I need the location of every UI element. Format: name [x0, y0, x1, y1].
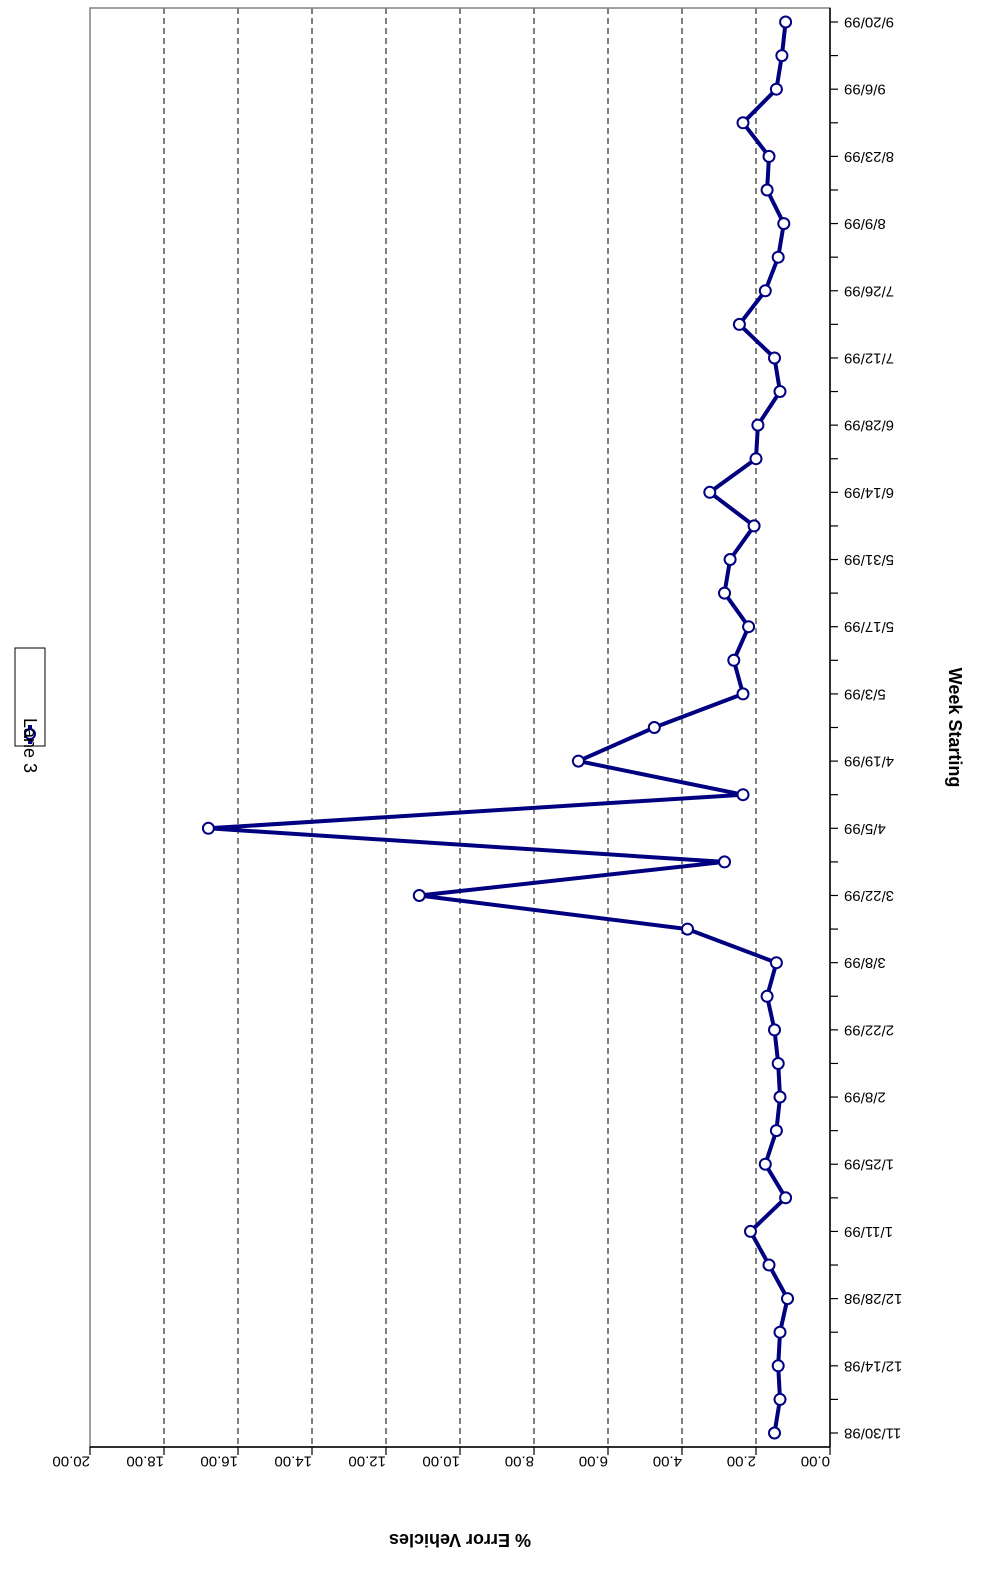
data-point — [762, 1258, 776, 1272]
data-point — [742, 620, 756, 634]
y-axis-title: % Error Vehicles — [389, 1530, 531, 1550]
x-tick-label: 5/31/99 — [844, 551, 894, 568]
y-tick-label: 10.00 — [422, 1453, 460, 1470]
data-point — [777, 217, 791, 231]
data-point — [747, 519, 761, 533]
x-tick-label: 6/28/99 — [844, 417, 894, 434]
x-tick-label: 1/11/99 — [844, 1223, 893, 1240]
x-tick-label: 5/3/99 — [844, 685, 886, 702]
x-tick-label: 9/6/99 — [844, 81, 886, 98]
data-point — [768, 1426, 781, 1440]
data-point — [760, 183, 774, 197]
x-tick-label: 2/8/99 — [844, 1089, 886, 1106]
series-line — [206, 21, 790, 1434]
data-point — [768, 351, 781, 365]
data-point — [681, 922, 694, 936]
gridlines — [163, 8, 757, 1447]
x-tick-label: 8/23/99 — [844, 148, 894, 165]
x-tick-label: 4/19/99 — [844, 753, 894, 770]
data-point — [771, 250, 785, 264]
data-point — [718, 586, 731, 600]
data-point — [773, 1090, 787, 1104]
data-point — [779, 15, 793, 29]
data-point — [758, 1157, 772, 1171]
y-tick-label: 14.00 — [274, 1453, 312, 1470]
series-lane-3 — [201, 15, 794, 1440]
data-point — [769, 956, 783, 970]
x-tick-label: 7/12/99 — [844, 349, 894, 366]
data-point — [760, 989, 774, 1003]
y-tick-label: 18.00 — [126, 1453, 164, 1470]
x-tick-label: 2/22/99 — [844, 1021, 894, 1038]
data-point — [781, 1292, 794, 1306]
x-tick-label: 11/30/98 — [844, 1425, 901, 1442]
data-point — [773, 1325, 787, 1339]
x-tick-label: 3/8/99 — [844, 954, 886, 971]
data-point — [647, 721, 661, 734]
data-point — [732, 317, 746, 331]
data-point — [744, 1224, 757, 1238]
x-axis: 11/30/98 12/14/98 12/28/98 1/11/99 1/25/99 2/… — [829, 8, 902, 1447]
legend-label: Lane 3 — [20, 718, 40, 773]
data-point — [769, 82, 783, 96]
data-point — [771, 1359, 785, 1373]
x-tick-label: 3/22/99 — [844, 887, 894, 904]
data-point — [773, 385, 787, 398]
data-point — [736, 116, 750, 130]
data-point — [571, 754, 585, 768]
y-tick-label: 4.00 — [653, 1453, 682, 1470]
legend-marker — [24, 728, 36, 740]
x-axis-title: Week Starting — [945, 668, 965, 788]
data-point — [779, 1191, 793, 1205]
y-axis: 0.00 2.00 4.00 6.00 8.00 10.00 12.00 14.00 16.00… — [52, 1446, 831, 1470]
legend: Lane 3 — [14, 647, 46, 773]
y-tick-label: 6.00 — [579, 1453, 608, 1470]
data-point — [718, 855, 731, 869]
data-point — [201, 821, 215, 835]
x-tick-label: 1/25/99 — [844, 1156, 894, 1173]
data-point — [768, 1023, 781, 1037]
x-tick-label: 6/14/99 — [844, 484, 894, 501]
y-tick-label: 16.00 — [200, 1453, 238, 1470]
x-tick-label: 5/17/99 — [844, 618, 894, 635]
x-tick-label: 9/20/99 — [844, 14, 894, 31]
data-point — [723, 553, 737, 566]
data-point — [762, 149, 776, 163]
data-point — [771, 1057, 785, 1070]
y-tick-label: 8.00 — [505, 1453, 534, 1470]
data-point — [703, 485, 717, 499]
data-point — [758, 284, 772, 298]
y-tick-label: 2.00 — [727, 1453, 756, 1470]
x-tick-label: 12/14/98 — [844, 1357, 902, 1374]
data-point — [751, 418, 765, 432]
y-tick-label: 0.00 — [801, 1453, 830, 1470]
data-point — [749, 452, 763, 466]
data-point — [769, 1124, 783, 1138]
data-point — [736, 788, 750, 802]
x-tick-label: 4/5/99 — [844, 820, 886, 837]
data-point — [773, 1392, 787, 1406]
x-tick-label: 7/26/99 — [844, 282, 894, 299]
data-point — [727, 653, 741, 667]
data-point — [775, 49, 789, 63]
y-tick-label: 12.00 — [348, 1453, 386, 1470]
data-point — [736, 687, 750, 701]
x-tick-label: 8/9/99 — [844, 215, 886, 232]
data-point — [412, 889, 426, 902]
y-tick-label: 20.00 — [52, 1453, 90, 1470]
x-tick-label: 12/28/98 — [844, 1290, 902, 1307]
